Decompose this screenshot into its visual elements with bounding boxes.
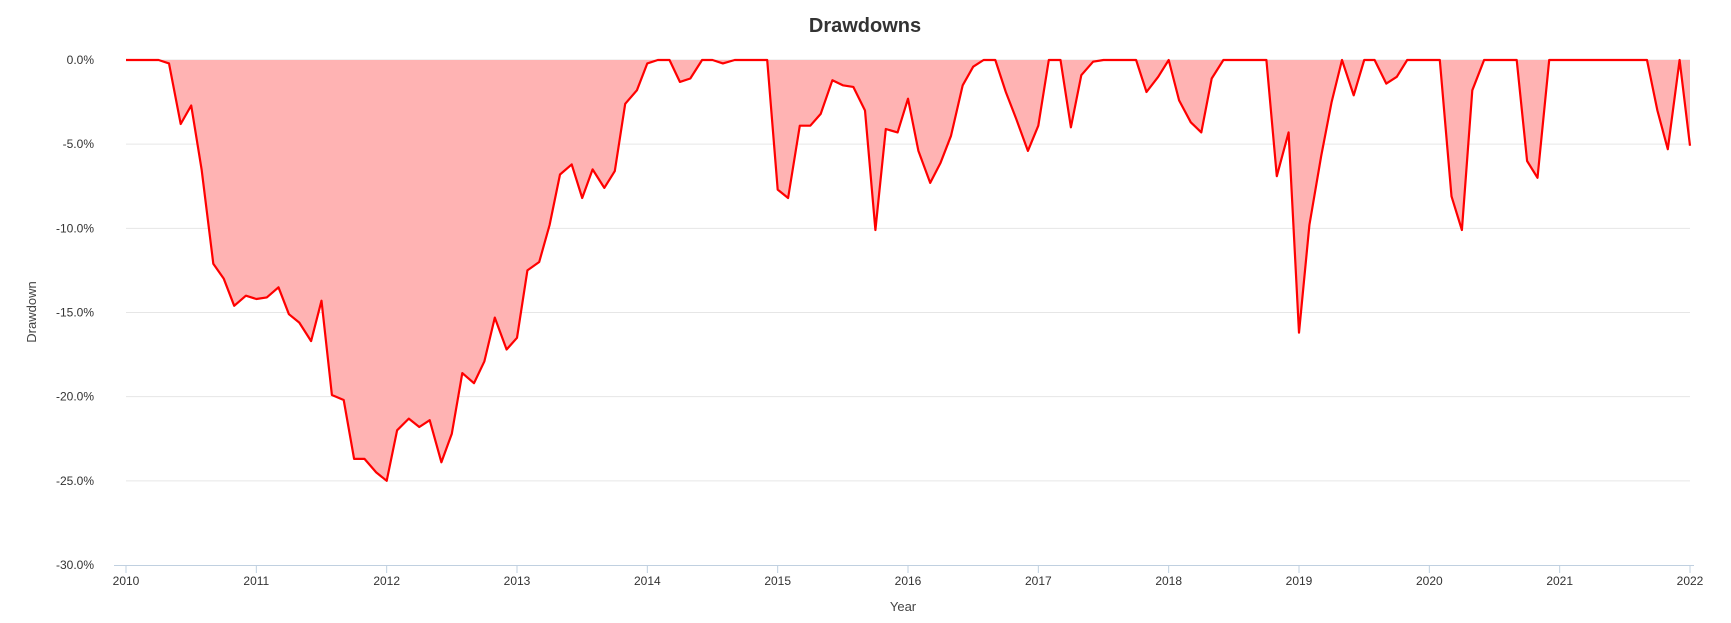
x-tick-label: 2015 <box>764 574 791 588</box>
y-axis-ticks: 0.0% -5.0% -10.0% -15.0% -20.0% -25.0% -30.0% <box>56 53 94 572</box>
x-tick-label: 2018 <box>1155 574 1182 588</box>
x-tick-label: 2017 <box>1025 574 1052 588</box>
x-tick-label: 2016 <box>895 574 922 588</box>
x-tick-label: 2011 <box>243 574 269 588</box>
x-axis-ticks: 2010 2011 2012 2013 2014 2015 2016 2017 2018 2019… <box>113 565 1704 588</box>
drawdown-line <box>126 58 1692 482</box>
y-tick-label: -5.0% <box>63 137 95 151</box>
x-tick-label: 2021 <box>1546 574 1573 588</box>
y-tick-label: -30.0% <box>56 558 94 572</box>
x-tick-label: 2019 <box>1286 574 1313 588</box>
x-tick-label: 2020 <box>1416 574 1443 588</box>
y-tick-label: -20.0% <box>56 390 94 404</box>
drawdown-area-fill <box>126 60 1690 481</box>
x-tick-label: 2022 <box>1677 574 1704 588</box>
x-tick-label: 2014 <box>634 574 661 588</box>
x-tick-label: 2010 <box>113 574 140 588</box>
x-tick-label: 2012 <box>373 574 400 588</box>
chart-title: Drawdowns <box>809 15 921 37</box>
drawdown-area-layer <box>126 58 1692 482</box>
y-tick-label: -10.0% <box>56 221 94 235</box>
y-tick-label: -25.0% <box>56 474 94 488</box>
y-axis-title: Drawdown <box>24 281 39 342</box>
y-tick-label: 0.0% <box>67 53 95 67</box>
x-axis-title: Year <box>890 599 917 614</box>
y-tick-label: -15.0% <box>56 306 94 320</box>
x-tick-label: 2013 <box>504 574 531 588</box>
